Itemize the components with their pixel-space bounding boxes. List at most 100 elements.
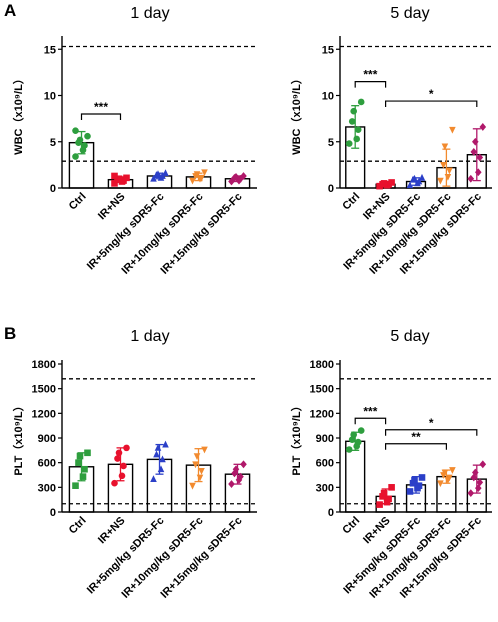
y-tick-label: 1200 bbox=[310, 408, 334, 420]
y-tick-label: 5 bbox=[328, 137, 334, 149]
x-tick-label: IR+5mg/kg sDR5-Fc bbox=[85, 515, 167, 597]
data-point bbox=[162, 440, 169, 448]
y-tick-label: 300 bbox=[316, 482, 334, 494]
x-tick-label: Ctrl bbox=[67, 515, 89, 537]
y-tick-label: 600 bbox=[38, 458, 56, 470]
data-point bbox=[159, 455, 166, 463]
data-point bbox=[189, 482, 196, 490]
data-point bbox=[415, 482, 423, 489]
data-point bbox=[357, 427, 365, 434]
x-tick-label: IR+15mg/kg sDR5-Fc bbox=[159, 515, 245, 601]
data-point bbox=[345, 140, 353, 147]
significance-label: *** bbox=[363, 404, 377, 418]
data-point bbox=[111, 172, 118, 180]
y-axis-label: PLT（x10⁹/L） bbox=[12, 400, 25, 475]
data-point bbox=[441, 143, 449, 151]
data-point bbox=[111, 180, 118, 187]
data-point bbox=[196, 474, 204, 482]
data-point bbox=[192, 461, 199, 469]
y-tick-label: 10 bbox=[322, 91, 334, 103]
data-point bbox=[479, 460, 487, 469]
data-point bbox=[84, 132, 91, 140]
y-tick-label: 1500 bbox=[310, 384, 334, 396]
panel-label: A bbox=[4, 1, 16, 20]
data-point bbox=[357, 98, 365, 106]
x-tick-label: Ctrl bbox=[67, 191, 89, 213]
y-tick-label: 0 bbox=[50, 183, 56, 195]
data-point bbox=[162, 169, 169, 177]
data-point bbox=[411, 174, 418, 182]
chart-title: 1 day bbox=[130, 328, 169, 345]
data-point bbox=[440, 161, 447, 169]
data-point bbox=[84, 449, 91, 457]
data-point bbox=[150, 174, 157, 182]
y-tick-label: 600 bbox=[316, 458, 334, 470]
chart-panel-3: 5 day PLT（x10⁹/L） 0 300 600 900 1200 1500 1800 Ct… bbox=[290, 328, 492, 601]
data-point bbox=[193, 453, 201, 460]
data-point bbox=[123, 174, 130, 182]
data-point bbox=[115, 175, 123, 183]
significance-label: * bbox=[429, 416, 434, 430]
data-point bbox=[72, 153, 79, 160]
data-point bbox=[418, 173, 426, 181]
data-point bbox=[354, 438, 362, 446]
data-point bbox=[240, 172, 247, 180]
y-axis-label: PLT（x10⁹/L） bbox=[290, 400, 303, 475]
data-point bbox=[418, 474, 426, 481]
data-point bbox=[123, 444, 130, 452]
data-point bbox=[467, 174, 475, 183]
chart-title: 1 day bbox=[130, 5, 169, 22]
data-point bbox=[159, 172, 166, 179]
data-point bbox=[472, 137, 479, 146]
data-point bbox=[467, 489, 475, 497]
data-point bbox=[114, 455, 121, 462]
data-point bbox=[198, 174, 205, 182]
x-tick-label: IR+NS bbox=[96, 191, 128, 223]
panel-label: B bbox=[4, 324, 16, 343]
data-point bbox=[411, 476, 418, 484]
data-point bbox=[437, 177, 444, 185]
significance-bracket bbox=[385, 100, 478, 108]
data-point bbox=[150, 475, 157, 483]
chart-panel-0: A 1 day WBC（x10⁹/L） 0 5 10 15 Ctrl IR+NSIR+5mg/k… bbox=[4, 1, 257, 277]
data-point bbox=[189, 177, 196, 185]
data-point bbox=[479, 123, 487, 131]
data-point bbox=[472, 468, 479, 477]
data-point bbox=[153, 450, 160, 458]
y-tick-label: 10 bbox=[44, 91, 56, 103]
data-point bbox=[345, 446, 353, 453]
significance-bracket bbox=[354, 417, 387, 425]
y-tick-label: 900 bbox=[38, 433, 56, 445]
data-point bbox=[406, 488, 414, 495]
x-tick-label: Ctrl bbox=[340, 191, 362, 213]
data-point bbox=[388, 484, 395, 491]
chart-panel-2: B 1 day PLT（x10⁹/L） 0 300 600 900 1200 1500 1800 C… bbox=[4, 324, 257, 601]
y-tick-label: 15 bbox=[322, 44, 334, 56]
data-point bbox=[446, 474, 453, 482]
data-point bbox=[232, 173, 240, 181]
y-tick-label: 5 bbox=[50, 137, 56, 149]
y-tick-label: 900 bbox=[316, 433, 334, 445]
significance-bracket bbox=[385, 443, 447, 450]
data-point bbox=[81, 465, 88, 473]
significance-label: * bbox=[429, 87, 434, 101]
data-point bbox=[232, 465, 240, 474]
chart-title: 5 day bbox=[390, 328, 429, 345]
data-point bbox=[201, 446, 208, 454]
data-point bbox=[388, 179, 395, 186]
x-tick-label: IR+5mg/kg sDR5-Fc bbox=[85, 191, 167, 273]
data-point bbox=[79, 473, 87, 480]
data-point bbox=[444, 174, 452, 181]
x-tick-label: IR+15mg/kg sDR5-Fc bbox=[159, 191, 245, 277]
data-point bbox=[441, 469, 449, 477]
significance-bracket bbox=[385, 429, 478, 436]
data-point bbox=[476, 478, 484, 487]
significance-label: ** bbox=[411, 430, 421, 444]
data-point bbox=[354, 126, 362, 134]
data-point bbox=[449, 126, 456, 134]
data-point bbox=[120, 462, 127, 470]
y-tick-label: 300 bbox=[38, 482, 56, 494]
data-point bbox=[201, 169, 208, 177]
data-point bbox=[353, 135, 361, 143]
data-point bbox=[111, 479, 118, 487]
